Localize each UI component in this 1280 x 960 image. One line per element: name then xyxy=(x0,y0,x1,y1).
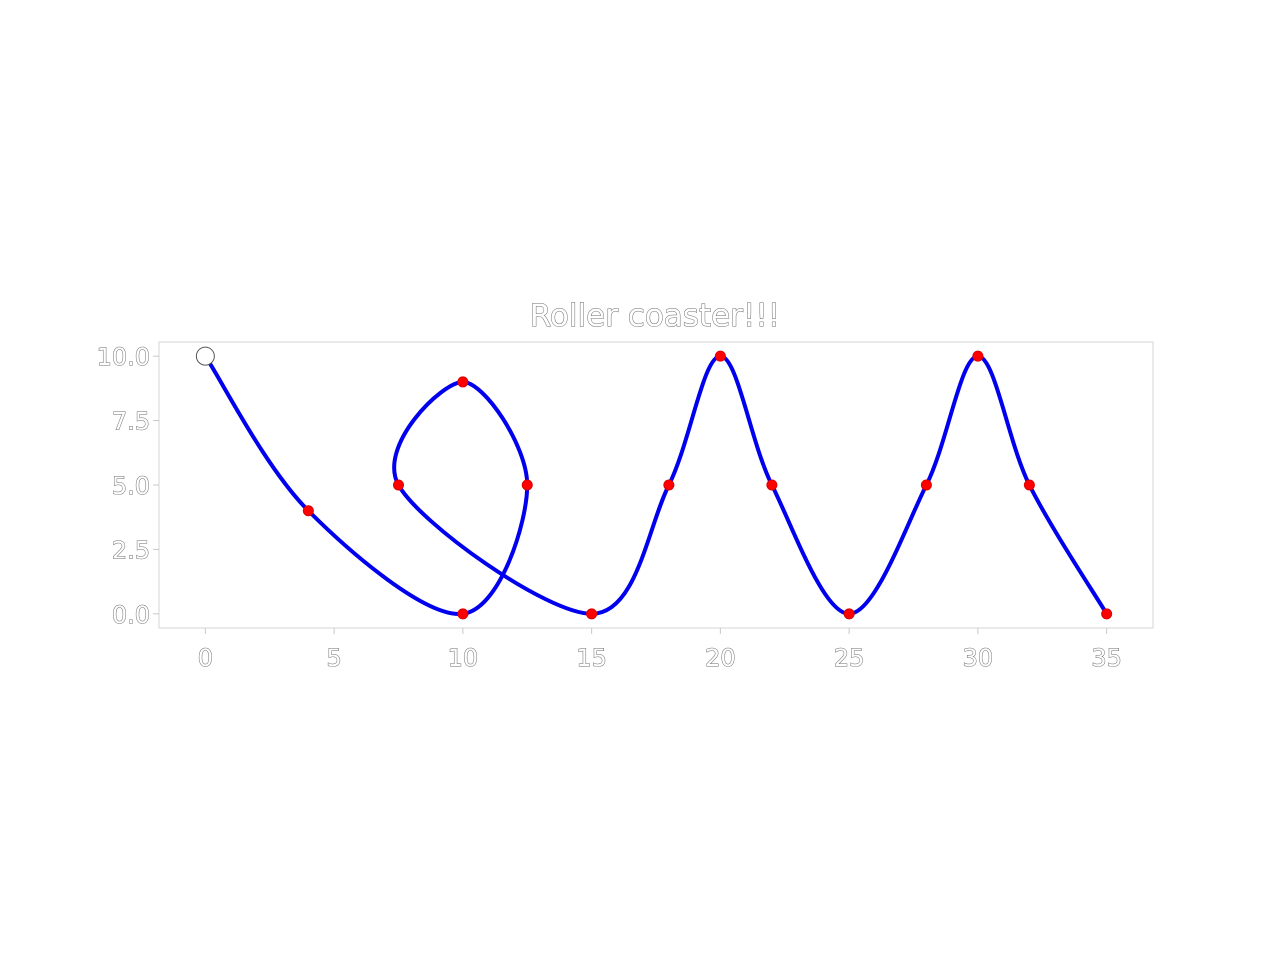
coaster-track-line xyxy=(203,354,1109,616)
y-tick-label: 10.0 xyxy=(97,343,150,371)
x-tick-label: 0 xyxy=(198,644,213,672)
start-point-marker xyxy=(195,346,215,366)
waypoint-markers xyxy=(302,350,1113,620)
waypoint-marker xyxy=(920,479,932,491)
x-tick-label: 15 xyxy=(576,644,607,672)
waypoint-marker xyxy=(1101,608,1113,620)
x-tick-label: 20 xyxy=(705,644,736,672)
waypoint-marker xyxy=(843,608,855,620)
x-tick-label: 25 xyxy=(834,644,865,672)
chart-title: Roller coaster!!! xyxy=(530,298,780,334)
x-tick-label: 30 xyxy=(963,644,994,672)
y-axis: 0.0 2.5 5.0 7.5 10.0 xyxy=(96,343,159,629)
y-tick-label: 7.5 xyxy=(112,408,150,436)
waypoint-marker xyxy=(766,479,778,491)
waypoint-marker xyxy=(392,479,404,491)
waypoint-marker xyxy=(457,608,469,620)
waypoint-marker xyxy=(714,350,726,362)
waypoint-marker xyxy=(521,479,533,491)
x-axis: 0 5 10 15 20 25 30 35 xyxy=(197,628,1122,673)
y-tick-label: 5.0 xyxy=(112,472,150,500)
plot-area-frame xyxy=(158,341,1154,629)
waypoint-marker xyxy=(586,608,598,620)
x-tick-label: 5 xyxy=(326,644,341,672)
waypoint-marker xyxy=(457,376,469,388)
waypoint-marker xyxy=(972,350,984,362)
y-tick-label: 2.5 xyxy=(112,536,150,564)
x-tick-label: 10 xyxy=(448,644,479,672)
waypoint-marker xyxy=(302,505,314,517)
waypoint-marker xyxy=(1023,479,1035,491)
y-tick-label: 0.0 xyxy=(112,601,150,629)
waypoint-marker xyxy=(663,479,675,491)
x-tick-label: 35 xyxy=(1091,644,1122,672)
